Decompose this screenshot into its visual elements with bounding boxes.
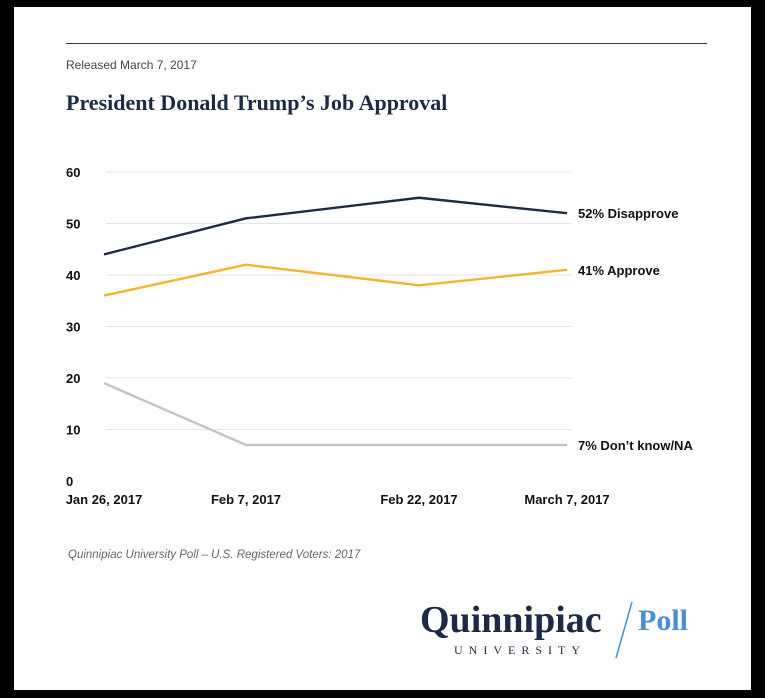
source-note: Quinnipiac University Poll – U.S. Regist… — [68, 549, 361, 561]
end-label-disapprove: 52% Disapprove — [578, 206, 678, 221]
series-lines — [103, 196, 568, 447]
y-tick-label: 60 — [66, 165, 80, 180]
y-tick-label: 50 — [66, 217, 80, 232]
logo-slash — [615, 601, 633, 659]
x-tick-label: Feb 7, 2017 — [211, 492, 281, 507]
series-line-disapprove — [103, 196, 568, 256]
gridlines — [106, 171, 571, 430]
release-note: Released March 7, 2017 — [66, 58, 197, 72]
x-tick-labels: Jan 26, 2017 Feb 7, 2017 Feb 22, 2017 March… — [66, 492, 610, 507]
x-tick-label: Jan 26, 2017 — [66, 492, 143, 507]
series-end-labels: 52% Disapprove 41% Approve 7% Don’t know/N… — [578, 206, 693, 453]
chart-card: Released March 7, 2017 President Donald … — [14, 7, 751, 690]
quinnipiac-poll-logo: Quinnipiac Poll UNIVERSITY — [420, 599, 688, 659]
end-label-dont_know: 7% Don’t know/NA — [578, 438, 693, 453]
top-rule — [66, 43, 707, 44]
series-line-dont_know — [103, 382, 567, 447]
chart-title: President Donald Trump’s Job Approval — [66, 90, 448, 115]
logo-sub-text: UNIVERSITY — [454, 643, 586, 657]
y-tick-label: 20 — [66, 371, 80, 386]
logo-main-text: Quinnipiac — [420, 599, 602, 641]
x-tick-label: Feb 22, 2017 — [380, 492, 457, 507]
y-tick-label: 0 — [66, 474, 73, 489]
y-tick-label: 30 — [66, 320, 80, 335]
y-tick-labels: 0 10 20 30 40 50 60 — [66, 165, 80, 489]
line-chart: 0 10 20 30 40 50 60 Jan 26, 2017 Feb 7, 2017 Feb… — [66, 165, 694, 507]
y-tick-label: 10 — [66, 423, 80, 438]
x-tick-label: March 7, 2017 — [524, 492, 609, 507]
series-line-approve — [103, 263, 568, 297]
y-tick-label: 40 — [66, 268, 80, 283]
logo-poll-text: Poll — [638, 604, 688, 637]
end-label-approve: 41% Approve — [578, 263, 660, 278]
